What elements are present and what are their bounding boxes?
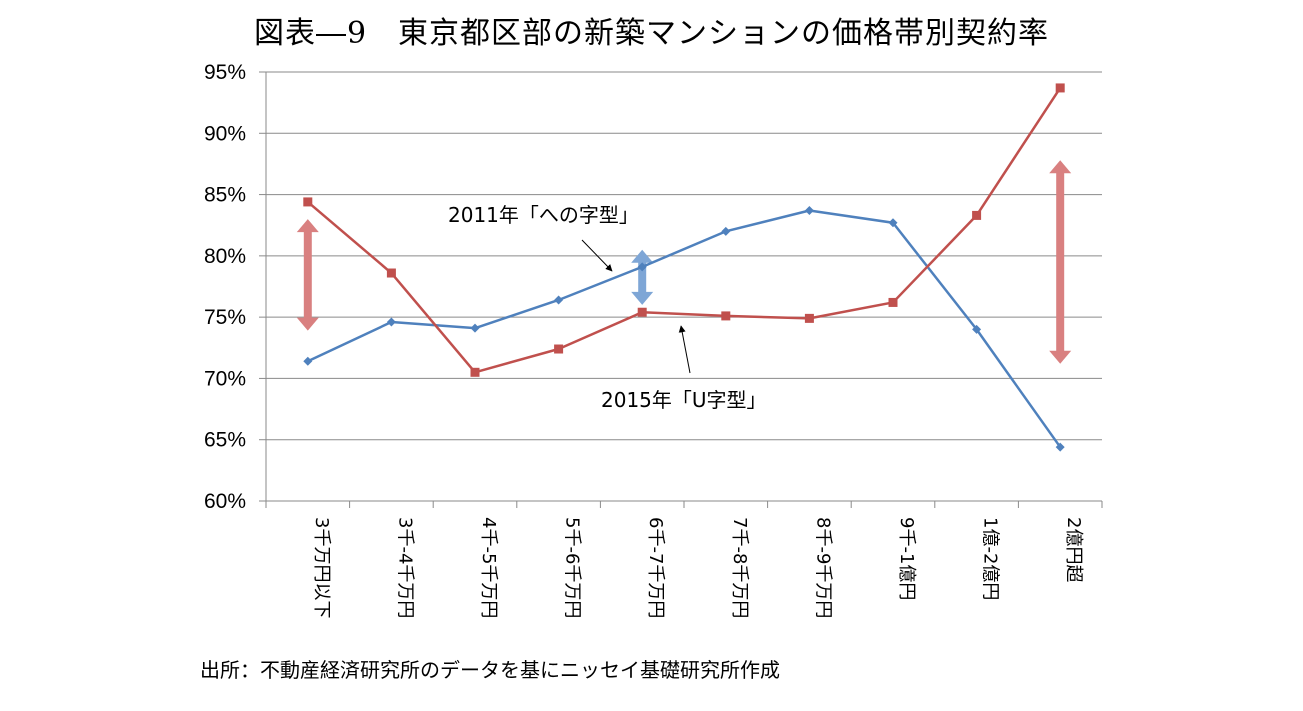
x-tick-label: 2億円超 — [1063, 517, 1084, 582]
axes — [259, 71, 1103, 508]
y-tick-label: 90% — [204, 122, 246, 145]
y-tick-label: 80% — [204, 245, 246, 268]
data-point — [386, 317, 396, 327]
chart-title: 図表―9 東京都区部の新築マンションの価格帯別契約率 — [253, 16, 1050, 51]
data-point — [386, 268, 396, 278]
x-tick-label: 4千-5千万円 — [478, 517, 499, 618]
gap-arrow — [1049, 160, 1072, 364]
annotation-pointer — [678, 325, 691, 374]
data-point — [804, 313, 814, 323]
gridlines — [266, 71, 1102, 441]
data-point — [554, 295, 564, 305]
x-tick-label: 5千-6千万円 — [562, 517, 583, 618]
annotations: 2011年「への字型」 2015年「U字型」 — [448, 203, 767, 412]
data-point — [972, 324, 982, 334]
source-note: 出所：不動産経済研究所のデータを基にニッセイ基礎研究所作成 — [200, 658, 780, 682]
data-point — [1055, 83, 1065, 93]
data-point — [470, 323, 480, 333]
data-point — [721, 311, 731, 321]
data-point — [804, 206, 814, 216]
series-markers — [303, 83, 1065, 452]
x-tick-label: 3千-4千万円 — [394, 517, 415, 618]
series-line-s2015 — [306, 87, 1062, 374]
x-tick-label: 8千-9千万円 — [812, 517, 833, 618]
y-tick-label: 65% — [204, 429, 246, 452]
data-point — [972, 210, 982, 220]
y-tick-label: 70% — [204, 367, 246, 390]
y-tick-labels: 95% 90% 85% 80% 75% 70% 65% 60% — [204, 61, 246, 513]
data-point — [888, 218, 898, 228]
annotation-2015: 2015年「U字型」 — [601, 388, 767, 412]
series-lines — [306, 87, 1062, 448]
data-point — [470, 367, 480, 377]
x-tick-label: 9千-1億円 — [896, 517, 917, 600]
x-tick-label: 6千-7千万円 — [645, 517, 666, 618]
data-point — [1055, 442, 1065, 452]
y-tick-label: 85% — [204, 184, 246, 207]
x-tick-label: 7千-8千万円 — [729, 517, 750, 618]
data-point — [637, 307, 647, 317]
y-tick-label: 60% — [204, 490, 246, 513]
data-point — [888, 297, 898, 307]
x-tick-label: 1億-2億円 — [980, 517, 1001, 600]
series-line-s2011 — [307, 209, 1062, 448]
gap-arrows — [296, 160, 1072, 364]
annotation-2011: 2011年「への字型」 — [448, 203, 639, 227]
annotation-pointer — [581, 239, 613, 272]
data-point — [721, 226, 731, 236]
y-tick-label: 75% — [204, 306, 246, 329]
y-tick-label: 95% — [204, 61, 246, 84]
data-point — [637, 262, 647, 272]
data-point — [303, 197, 313, 207]
data-point — [303, 356, 313, 366]
x-tick-labels: 3千万円以下 3千-4千万円 4千-5千万円 5千-6千万円 6千-7千万円 7千-8千万… — [311, 517, 1084, 618]
gap-arrow — [296, 219, 319, 331]
gap-arrow — [631, 249, 654, 305]
x-tick-label: 3千万円以下 — [311, 517, 332, 618]
data-point — [554, 344, 564, 354]
